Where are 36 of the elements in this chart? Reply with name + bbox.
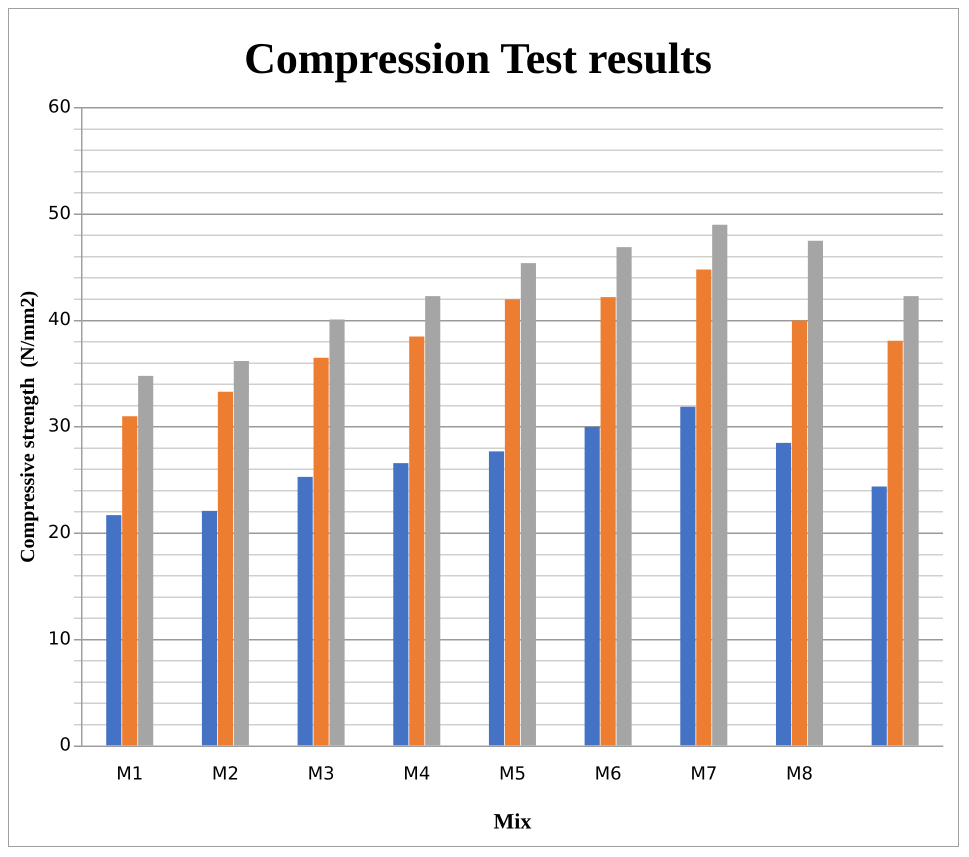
bar — [298, 476, 313, 746]
x-tick-label: M4 — [403, 763, 430, 784]
bar — [600, 297, 616, 746]
y-tick-label: 20 — [48, 522, 71, 543]
bar — [872, 486, 887, 746]
x-tick-label: M1 — [116, 763, 144, 784]
bar — [218, 392, 233, 746]
x-tick-label: M5 — [498, 763, 526, 784]
bar — [106, 515, 122, 746]
bar — [488, 451, 504, 746]
x-axis-title: Mix — [494, 808, 532, 834]
y-tick-label: 0 — [59, 734, 71, 756]
bar — [680, 406, 696, 746]
y-tick-label: 50 — [48, 202, 71, 224]
bar — [202, 510, 218, 746]
y-tick-label: 40 — [48, 309, 71, 330]
bar — [888, 340, 903, 746]
y-tick-label: 60 — [48, 96, 71, 118]
x-tick-label: M8 — [786, 763, 813, 784]
x-tick-label: M3 — [308, 763, 335, 784]
bar — [792, 320, 808, 746]
y-tick-label: 10 — [48, 628, 71, 650]
bar — [122, 416, 138, 746]
y-axis-title: Compressive strength (N/mm2) — [17, 290, 40, 563]
bar — [504, 299, 520, 746]
chart-title: Compression Test results — [244, 34, 712, 83]
x-tick-label: M2 — [212, 763, 239, 784]
bar — [314, 358, 329, 746]
bar — [584, 426, 600, 746]
bar — [409, 336, 424, 746]
x-tick-label: M7 — [690, 763, 718, 784]
x-tick-label: M6 — [594, 763, 622, 784]
bar — [776, 442, 792, 746]
y-tick-label: 30 — [48, 416, 71, 437]
bar — [696, 269, 712, 746]
bar — [393, 463, 408, 746]
